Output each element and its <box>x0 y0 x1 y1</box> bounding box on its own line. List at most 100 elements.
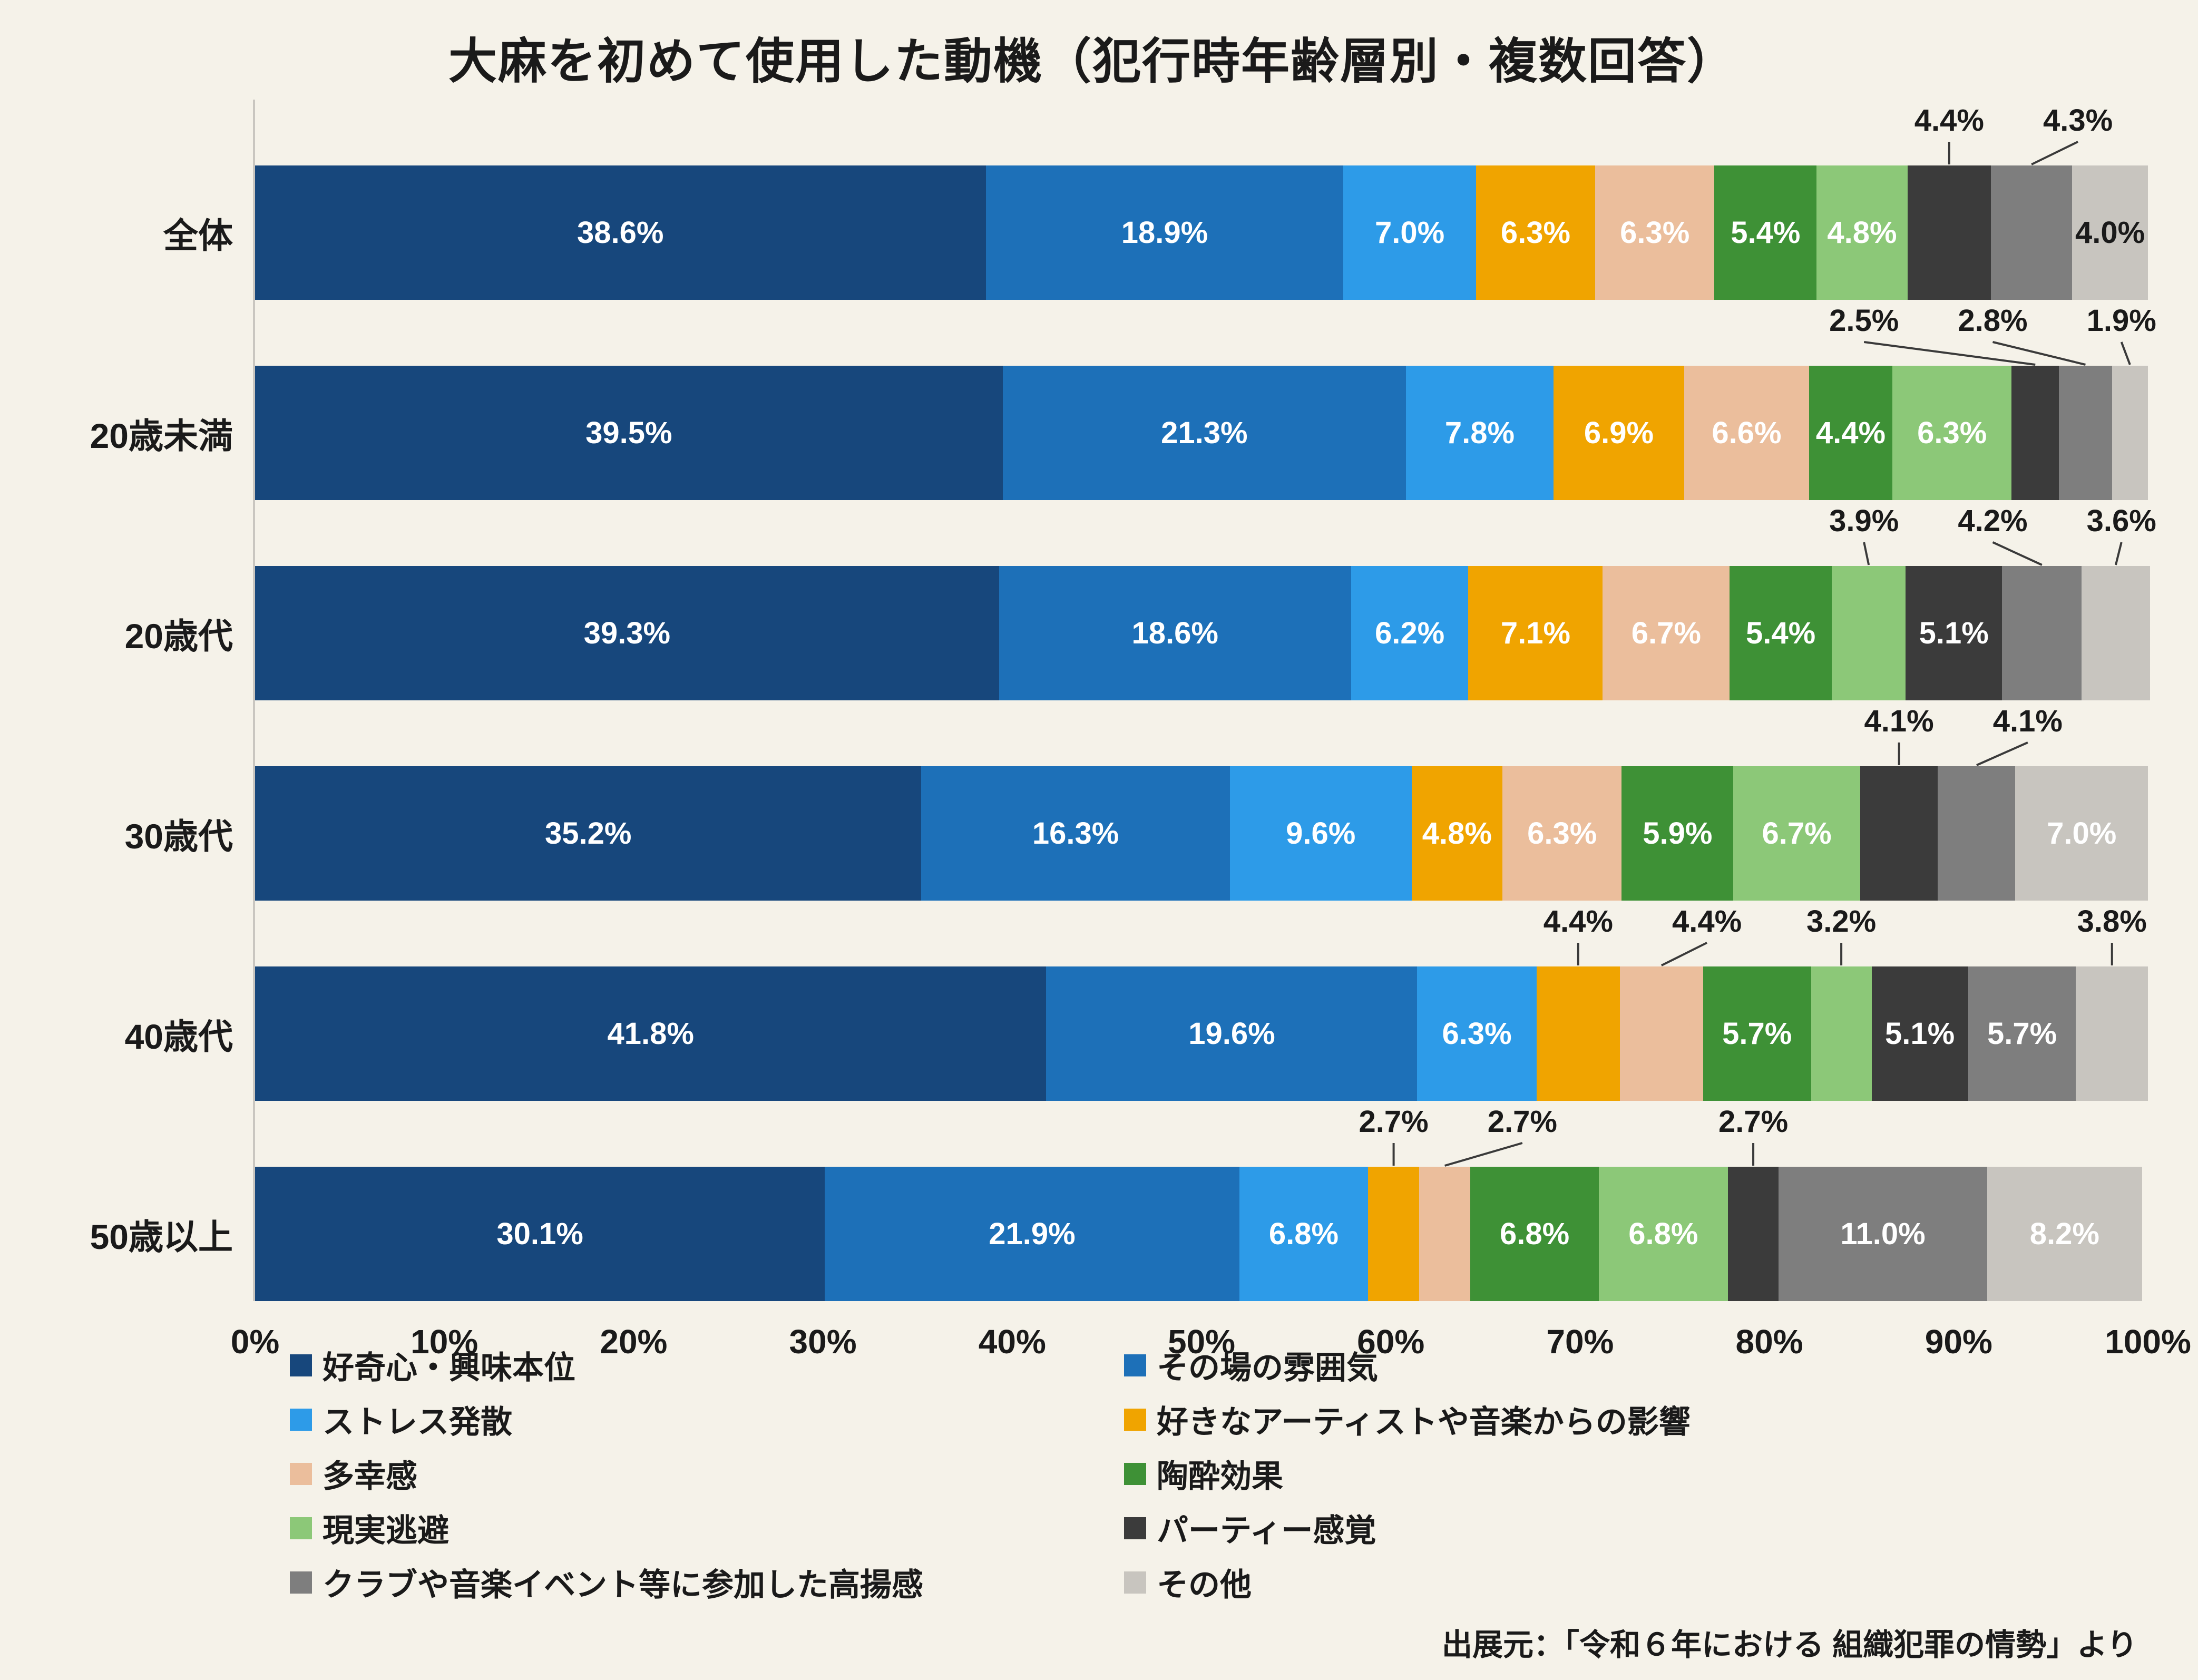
legend-label: 多幸感 <box>323 1459 417 1494</box>
bar-segment: 19.6% <box>1046 966 1418 1101</box>
bar-segment: 7.0% <box>2015 766 2148 901</box>
bar-row: 50歳以上 2.7% 2.7% 2.7% 30.1% 21.9% 6.8% 6.8% 6.8% 1… <box>37 1101 2148 1301</box>
bar-segment: 5.9% <box>1621 766 1734 901</box>
leader-line <box>1992 342 2085 365</box>
x-axis: 0% 10% 20% 30% 40% 50% 60% 70% 80% 90% 100% <box>37 1301 2191 1361</box>
bar-segment: 21.3% <box>1002 366 1406 500</box>
bar-segment <box>1907 165 1991 300</box>
category-label: 20歳未満 <box>90 416 233 455</box>
bar-segment: 6.7% <box>1603 566 1730 700</box>
bar-row: 20歳未満 2.5% 2.8% 1.9% 39.5% 21.3% 7.8% 6.9% 6.6% 4… <box>37 300 2148 500</box>
bar-segment: 4.8% <box>1411 766 1503 901</box>
bar-segment <box>1619 966 1703 1101</box>
bar-segment: 6.6% <box>1684 366 1809 500</box>
legend-item: その場の雰囲気 <box>1124 1342 1958 1388</box>
segment-value-label: 6.7% <box>1762 816 1832 851</box>
callout-band: 2.7% 2.7% 2.7% <box>255 1101 2148 1167</box>
x-axis-tick-label: 70% <box>1546 1323 1614 1361</box>
legend-swatch-icon <box>290 1354 312 1376</box>
bar-track: 4.4% 4.3% 38.6% 18.9% 7.0% 6.3% 6.3% 5.4% 4.8% 4.… <box>253 100 2148 300</box>
segment-value-label: 21.9% <box>989 1217 1076 1251</box>
bar-segment: 7.0% <box>1343 165 1476 300</box>
x-axis-tick-label: 50% <box>1167 1323 1236 1361</box>
stacked-bar: 35.2% 16.3% 9.6% 4.8% 6.3% 5.9% 6.7% 7.0% <box>255 766 2148 901</box>
callout-band: 4.4% 4.4% 3.2% 3.8% <box>255 901 2148 966</box>
bar-segment <box>1860 766 1938 901</box>
bar-segment: 39.3% <box>255 566 999 700</box>
legend-label: パーティー感覚 <box>1157 1513 1376 1548</box>
segment-value-label: 4.0% <box>2075 216 2145 250</box>
segment-value-label: 6.7% <box>1631 616 1701 650</box>
bar-segment: 6.8% <box>1470 1167 1599 1301</box>
segment-value-label: 6.8% <box>1628 1217 1698 1251</box>
segment-value-label: 5.1% <box>1919 616 1989 650</box>
bar-segment <box>2002 566 2082 700</box>
bar-segment: 18.6% <box>999 566 1351 700</box>
bar-segment: 6.3% <box>1892 366 2012 500</box>
bar-segment: 6.3% <box>1476 165 1596 300</box>
bar-segment: 11.0% <box>1779 1167 1987 1301</box>
bar-row: 40歳代 4.4% 4.4% 3.2% 3.8% 41.8% 19.6% 6.3% 5.7% 5.… <box>37 901 2148 1101</box>
callout-value-label: 3.2% <box>1806 904 1877 939</box>
legend-item: その他 <box>1124 1559 1958 1605</box>
leader-lines <box>255 100 2148 165</box>
bar-segment <box>2059 366 2112 500</box>
segment-value-label: 6.3% <box>1500 216 1571 250</box>
bar-segment <box>2082 566 2150 700</box>
bar-segment: 5.1% <box>1871 966 1968 1101</box>
legend-swatch-icon <box>290 1517 312 1539</box>
segment-value-label: 38.6% <box>577 216 664 250</box>
category-label: 40歳代 <box>124 1017 233 1056</box>
segment-value-label: 39.5% <box>585 416 672 450</box>
leader-line <box>1662 943 1707 965</box>
bar-track: 2.7% 2.7% 2.7% 30.1% 21.9% 6.8% 6.8% 6.8% 11.0% 8… <box>253 1101 2148 1301</box>
leader-line <box>1445 1143 1522 1166</box>
bar-segment: 35.2% <box>255 766 922 901</box>
bar-row: 30歳代 4.1% 4.1% 35.2% 16.3% 9.6% 4.8% 6.3% 5.9% 6.… <box>37 700 2148 901</box>
bar-segment: 9.6% <box>1229 766 1412 901</box>
segment-value-label: 4.8% <box>1422 816 1492 851</box>
callout-value-label: 3.6% <box>2086 504 2156 538</box>
segment-value-label: 18.9% <box>1121 216 1208 250</box>
x-axis-tick-label: 80% <box>1735 1323 1803 1361</box>
segment-value-label: 6.3% <box>1620 216 1690 250</box>
x-axis-tick-label: 100% <box>2105 1323 2191 1361</box>
leader-lines <box>255 700 2148 766</box>
segment-value-label: 6.6% <box>1712 416 1782 450</box>
legend-item: 好きなアーティストや音楽からの影響 <box>1124 1396 1958 1442</box>
leader-line <box>2122 342 2130 365</box>
legend-swatch-icon <box>290 1571 312 1594</box>
segment-value-label: 7.1% <box>1500 616 1571 650</box>
segment-value-label: 5.7% <box>1722 1017 1792 1051</box>
legend-swatch-icon <box>290 1408 312 1431</box>
stacked-bar: 39.3% 18.6% 6.2% 7.1% 6.7% 5.4% 5.1% <box>255 566 2150 700</box>
category-label: 全体 <box>163 216 233 255</box>
category-label: 20歳代 <box>124 616 233 656</box>
leader-line <box>1864 342 2035 365</box>
bar-segment <box>1368 1167 1420 1301</box>
legend-item: クラブや音楽イベント等に参加した高揚感 <box>290 1559 1124 1605</box>
x-axis-spacer <box>37 1301 253 1339</box>
bar-segment: 41.8% <box>255 966 1047 1101</box>
segment-value-label: 4.8% <box>1827 216 1897 250</box>
legend-label: その場の雰囲気 <box>1157 1350 1378 1385</box>
legend-label: クラブや音楽イベント等に参加した高揚感 <box>323 1567 923 1603</box>
legend-swatch-icon <box>1124 1462 1146 1485</box>
legend-label: 現実逃避 <box>323 1513 449 1548</box>
x-axis-tick-label: 60% <box>1357 1323 1425 1361</box>
segment-value-label: 5.4% <box>1731 216 1801 250</box>
bar-segment: 18.9% <box>985 165 1344 300</box>
category-label: 30歳代 <box>124 816 233 856</box>
bar-segment <box>1832 566 1906 700</box>
legend-label: 好奇心・興味本位 <box>323 1350 575 1385</box>
bar-segment: 4.8% <box>1816 165 1908 300</box>
segment-value-label: 5.7% <box>1987 1017 2057 1051</box>
bar-segment: 6.2% <box>1351 566 1469 700</box>
bar-segment <box>1938 766 2016 901</box>
legend-item: 陶酔効果 <box>1124 1451 1958 1497</box>
legend-item: 多幸感 <box>290 1451 1124 1497</box>
segment-value-label: 19.6% <box>1188 1017 1275 1051</box>
bar-segment <box>1727 1167 1779 1301</box>
segment-value-label: 6.9% <box>1584 416 1654 450</box>
bar-segment: 5.7% <box>1703 966 1811 1101</box>
